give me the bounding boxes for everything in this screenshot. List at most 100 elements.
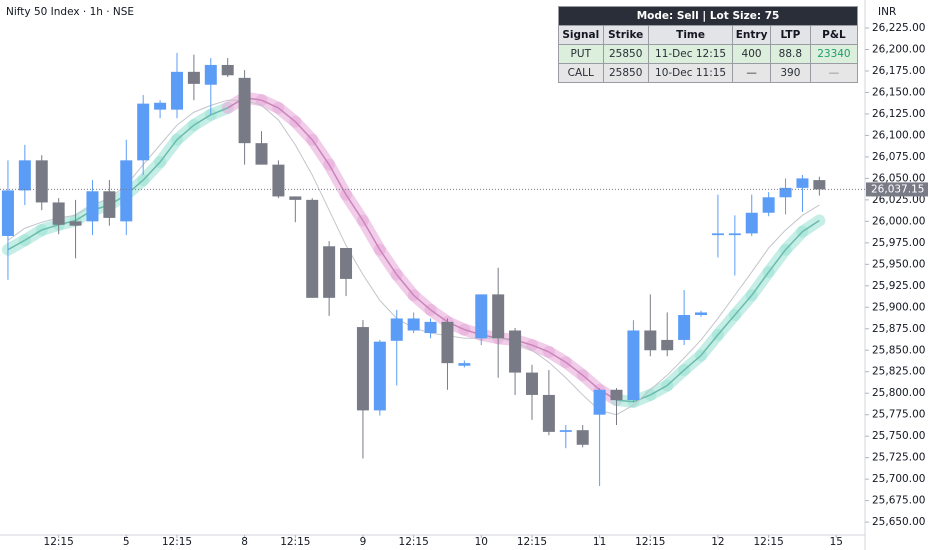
y-tick-label: 26,175.00 <box>872 65 925 77</box>
y-tick-label: 25,775.00 <box>872 409 925 421</box>
candle-body <box>475 294 488 339</box>
x-tick-label: 9 <box>360 536 367 548</box>
candle-body <box>695 312 708 316</box>
trend-center <box>41 224 59 231</box>
candle-body <box>441 321 454 364</box>
trend-center <box>362 220 381 251</box>
x-tick-label: 12:15 <box>754 536 784 548</box>
y-tick-label: 26,150.00 <box>872 86 925 98</box>
candle-body <box>187 71 200 84</box>
trend-center <box>396 274 415 296</box>
trend-center <box>616 399 634 403</box>
y-tick-label: 25,700.00 <box>872 473 925 485</box>
candle-body <box>407 318 420 331</box>
column-header: Strike <box>602 25 649 45</box>
table-row: CALL 25850 10-Dec 11:15—390— <box>558 63 859 83</box>
candle-body <box>492 294 505 339</box>
trend-center <box>751 271 770 296</box>
table-cell: 25850 <box>602 44 649 64</box>
candle-body <box>661 339 674 351</box>
candle-body <box>1 190 14 236</box>
y-tick-label: 26,000.00 <box>872 215 925 227</box>
column-header: Entry <box>732 25 771 45</box>
candle-body <box>458 363 471 366</box>
trend-center <box>24 229 43 241</box>
trend-center <box>734 294 753 316</box>
y-tick-label: 25,650.00 <box>872 516 925 528</box>
candle-body <box>86 191 99 222</box>
trend-center <box>413 294 432 311</box>
trend-center <box>768 249 787 273</box>
table-cell: 390 <box>769 63 811 83</box>
trend-center <box>328 164 347 196</box>
candle-body <box>35 160 48 203</box>
candle-body <box>69 221 82 226</box>
candle-body <box>644 330 657 351</box>
y-tick-label: 25,725.00 <box>872 452 925 464</box>
y-tick-label: 25,975.00 <box>872 237 925 249</box>
column-header: LTP <box>769 25 811 45</box>
y-tick-label: 26,125.00 <box>872 108 925 120</box>
candle-body <box>120 160 133 222</box>
trend-center <box>7 239 26 251</box>
trend-center <box>210 107 228 116</box>
y-tick-label: 25,875.00 <box>872 323 925 335</box>
table-row: PUT 25850 11-Dec 12:15 400 88.8 23340 <box>558 44 859 64</box>
trend-center <box>683 354 702 371</box>
candle-body <box>323 246 336 298</box>
x-tick-label: 12:15 <box>280 536 310 548</box>
table-cell: CALL <box>558 63 604 83</box>
candle-body <box>255 143 268 165</box>
trend-center <box>294 121 313 141</box>
table-cell: — <box>809 63 859 83</box>
trend-center <box>159 139 178 163</box>
trend-center <box>666 369 685 387</box>
candle-body <box>728 233 741 236</box>
x-tick-label: 12:15 <box>517 536 547 548</box>
chart-title: Nifty 50 Index · 1h · NSE <box>6 6 134 18</box>
candle-body <box>576 430 589 445</box>
candle-body <box>204 64 217 85</box>
trend-center <box>582 374 601 391</box>
y-tick-label: 25,800.00 <box>872 387 925 399</box>
candle-body <box>779 187 792 198</box>
trend-center <box>311 139 330 166</box>
x-tick-label: 11 <box>593 536 606 548</box>
y-tick-label: 25,850.00 <box>872 344 925 356</box>
y-tick-label: 25,675.00 <box>872 495 925 507</box>
trend-center <box>345 194 364 221</box>
x-tick-label: 12:15 <box>44 536 74 548</box>
candle-body <box>796 178 809 188</box>
candle-body <box>137 103 150 161</box>
column-header: P&L <box>809 25 859 45</box>
table-cell: 23340 <box>809 44 859 64</box>
candle-body <box>762 197 775 213</box>
trend-center <box>548 351 567 363</box>
candle-body <box>306 199 319 298</box>
table-header: Signal Strike Time Entry LTP P&L <box>558 25 859 45</box>
candle-body <box>52 202 65 225</box>
trend-center <box>717 314 736 336</box>
candle-body <box>593 389 606 415</box>
trend-center <box>176 124 195 141</box>
x-tick-label: 12 <box>711 536 724 548</box>
y-tick-label: 25,750.00 <box>872 430 925 442</box>
table-cell: 88.8 <box>769 44 811 64</box>
x-tick-label: 8 <box>241 536 248 548</box>
trend-center <box>785 231 804 251</box>
candle-body <box>103 191 116 218</box>
table-cell: 10-Dec 11:15 <box>647 63 734 83</box>
candle-body <box>390 318 403 341</box>
candle-body <box>221 64 234 76</box>
trend-center <box>193 114 212 126</box>
column-header: Signal <box>558 25 604 45</box>
y-tick-label: 26,200.00 <box>872 43 925 55</box>
y-tick-label: 26,225.00 <box>872 22 925 34</box>
table-title: Mode: Sell | Lot Size: 75 <box>558 6 858 26</box>
candle-body <box>154 102 167 110</box>
candle-body <box>356 327 369 411</box>
y-tick-label: 25,950.00 <box>872 258 925 270</box>
trend-center <box>700 334 719 356</box>
x-tick-label: 12:15 <box>399 536 429 548</box>
